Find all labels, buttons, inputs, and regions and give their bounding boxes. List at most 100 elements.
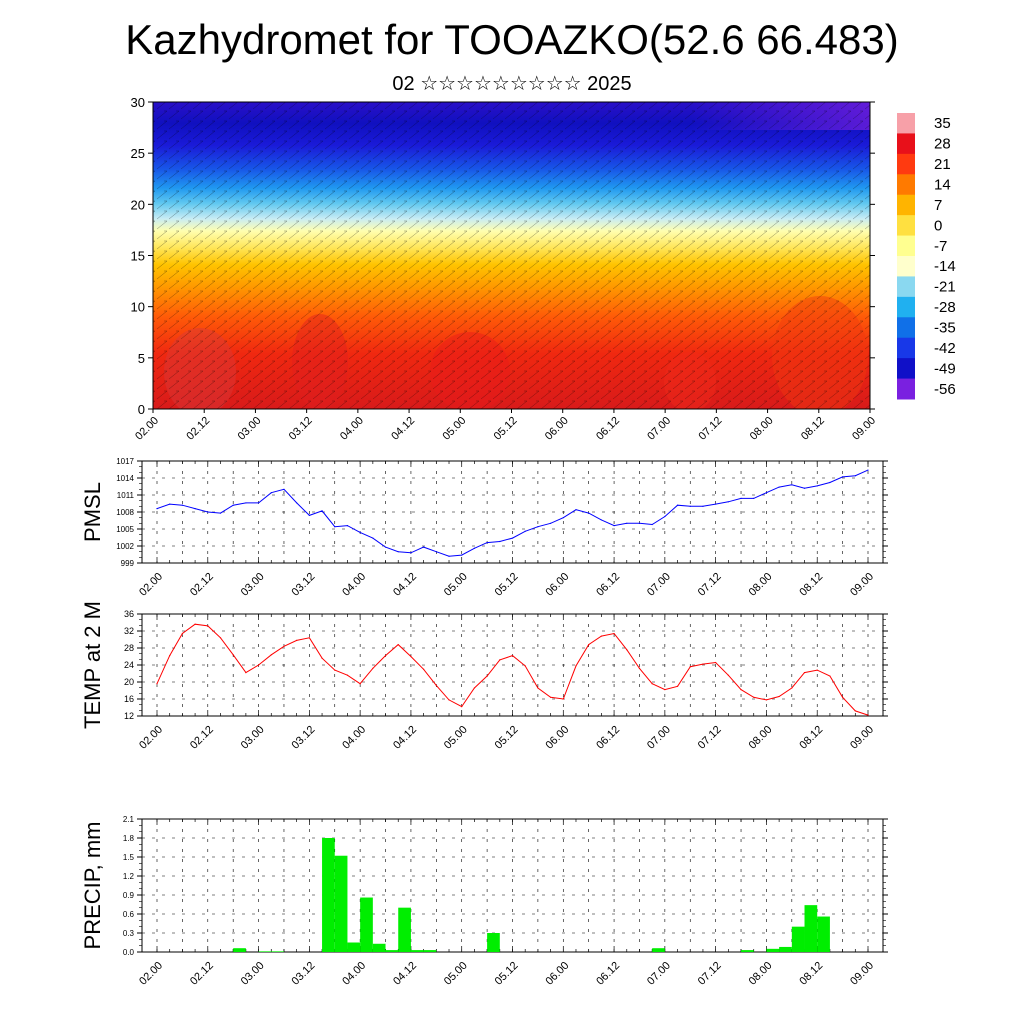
temp-group-grid <box>142 614 883 716</box>
precip-group-ytick-label-0: 0.0 <box>123 948 135 957</box>
wind-barbs <box>153 102 870 409</box>
temp-group-xtick-label-10: 07.00 <box>645 724 673 752</box>
colorbar-label-13: -56 <box>934 381 956 398</box>
temp-group-point-25 <box>473 687 476 689</box>
colorbar-label-2: 21 <box>934 156 951 173</box>
pmsl-group-point-34 <box>588 512 590 514</box>
precip-group-xtick-label-10: 07.00 <box>645 960 673 988</box>
colorbar-swatch-8 <box>897 276 915 298</box>
temp-group-point-12 <box>308 637 310 639</box>
precip-group-xtick-label-0: 02.00 <box>137 960 165 988</box>
temp-panel: 12 16 20 24 28 32 36 02.00 02.12 03.00 03.12 04.00 0… <box>80 601 888 752</box>
heatmap-ytick-label-5: 25 <box>131 146 145 161</box>
precip-group-bar-26 <box>487 933 500 952</box>
heatmap-ytick-label-1: 5 <box>138 351 145 366</box>
pmsl-group-point-54 <box>842 476 844 478</box>
precip-group-xtick-label-2: 03.00 <box>239 960 267 988</box>
colorbar-swatch-10 <box>897 317 915 339</box>
colorbar-swatch-0 <box>897 113 915 134</box>
heatmap-xtick-label-14: 09.00 <box>850 415 878 443</box>
pmsl-group-point-36 <box>613 525 615 527</box>
colorbar-swatch-4 <box>897 194 915 216</box>
precip-group-frame <box>141 818 884 953</box>
pmsl-group-xtick-label-7: 05.12 <box>493 571 521 599</box>
temp-group-ytick-label-2: 20 <box>124 677 134 687</box>
temp-group-point-24 <box>461 706 463 708</box>
colorbar-label-12: -49 <box>934 360 956 377</box>
temp-group-point-49 <box>778 695 780 698</box>
colorbar-swatch-6 <box>897 235 915 257</box>
colorbar-label-11: -42 <box>934 340 956 357</box>
precip-panel: 0.0 0.3 0.6 0.9 1.2 1.5 1.8 2.1 02.00 02.12 03.00 0… <box>80 815 888 988</box>
precip-group-bar-9 <box>271 951 284 952</box>
precip-group-xtick-label-11: 07.12 <box>696 960 724 988</box>
heatmap-xtick-label-2: 03.00 <box>236 415 264 443</box>
pmsl-group-point-42 <box>689 505 691 507</box>
temp-group-xtick-label-3: 03.12 <box>290 724 318 752</box>
pmsl-group-ytick-label-2: 1005 <box>116 525 134 534</box>
temp-group-xtick-label-2: 03.00 <box>239 724 267 752</box>
precip-group-bar-50 <box>791 926 805 952</box>
pmsl-group-xtick-label-5: 04.12 <box>391 571 419 599</box>
pmsl-group-point-51 <box>803 487 806 489</box>
pmsl-group-point-49 <box>778 486 780 488</box>
temp-group-point-45 <box>727 674 729 676</box>
pmsl-group-ytick-label-1: 1002 <box>116 542 134 551</box>
pmsl-group-ytick-label-0: 999 <box>121 559 135 568</box>
precip-group-ytick-label-6: 1.8 <box>123 834 135 843</box>
pmsl-group-xtick-label-0: 02.00 <box>137 571 165 599</box>
temp-group-xtick-label-0: 02.00 <box>137 724 165 752</box>
temp-group-xtick-label-5: 04.12 <box>391 724 419 752</box>
temp-group-point-52 <box>816 669 818 671</box>
pmsl-group-point-2 <box>181 504 183 506</box>
pmsl-group-point-43 <box>702 505 704 507</box>
pmsl-group-xtick-label-1: 02.12 <box>188 571 216 599</box>
temp-group-point-30 <box>537 687 539 689</box>
colorbar-label-5: 0 <box>934 217 942 234</box>
pmsl-group-xtick-label-6: 05.00 <box>442 571 470 599</box>
pmsl-group-xtick-label-11: 07.12 <box>696 571 724 599</box>
colorbar-label-0: 35 <box>934 115 951 132</box>
temp-group-point-8 <box>257 664 260 666</box>
heatmap-xtick-label-9: 06.12 <box>594 415 622 443</box>
pmsl-group-point-55 <box>854 475 856 477</box>
temp-group-point-40 <box>664 689 666 691</box>
pmsl-group-point-10 <box>283 488 285 490</box>
pmsl-group-point-52 <box>816 485 818 487</box>
temp-group-point-55 <box>854 710 856 712</box>
precip-group-ytick-label-4: 1.2 <box>123 872 135 881</box>
temp-group-point-10 <box>283 645 285 647</box>
pmsl-group-ytick-label-6: 1017 <box>116 457 134 466</box>
pmsl-group-ylabel: PMSL <box>80 482 105 542</box>
pmsl-group-point-15 <box>346 525 349 527</box>
temp-group-point-35 <box>600 635 602 637</box>
heatmap-ytick-label-4: 20 <box>131 197 145 212</box>
colorbar-swatch-3 <box>897 174 915 196</box>
temp-group-xtick-label-8: 06.00 <box>543 724 571 752</box>
pmsl-group-point-53 <box>829 481 831 484</box>
colorbar-swatch-2 <box>897 153 915 175</box>
precip-group-xtick-label-9: 06.12 <box>594 960 622 988</box>
temp-group-point-34 <box>588 644 590 646</box>
pmsl-group-point-46 <box>740 497 742 499</box>
pmsl-group-point-56 <box>867 469 869 471</box>
temp-group-point-51 <box>803 672 806 674</box>
temp-group-xtick-label-13: 08.12 <box>797 724 825 752</box>
precip-group-bar-8 <box>258 951 272 952</box>
pmsl-group-xtick-label-9: 06.12 <box>594 571 622 599</box>
temp-group-ytick-label-1: 16 <box>124 694 134 704</box>
precip-group-xtick-label-3: 03.12 <box>290 960 318 988</box>
temp-group-ytick-label-6: 36 <box>124 609 134 619</box>
precip-group-bar-14 <box>334 855 348 952</box>
pmsl-group-point-0 <box>156 508 158 510</box>
pmsl-group-point-16 <box>359 531 361 534</box>
temp-group-xtick-label-14: 09.00 <box>848 724 876 752</box>
precip-group-bar-13 <box>322 838 335 952</box>
heatmap-xtick-label-0: 02.00 <box>133 415 161 443</box>
pmsl-group-point-25 <box>473 547 476 549</box>
pmsl-group-xtick-label-14: 09.00 <box>848 571 876 599</box>
precip-group-ytick-label-5: 1.5 <box>123 853 135 862</box>
heatmap-ytick-label-6: 30 <box>131 95 145 110</box>
pmsl-group-point-24 <box>461 554 463 556</box>
temp-group-point-29 <box>524 665 526 667</box>
